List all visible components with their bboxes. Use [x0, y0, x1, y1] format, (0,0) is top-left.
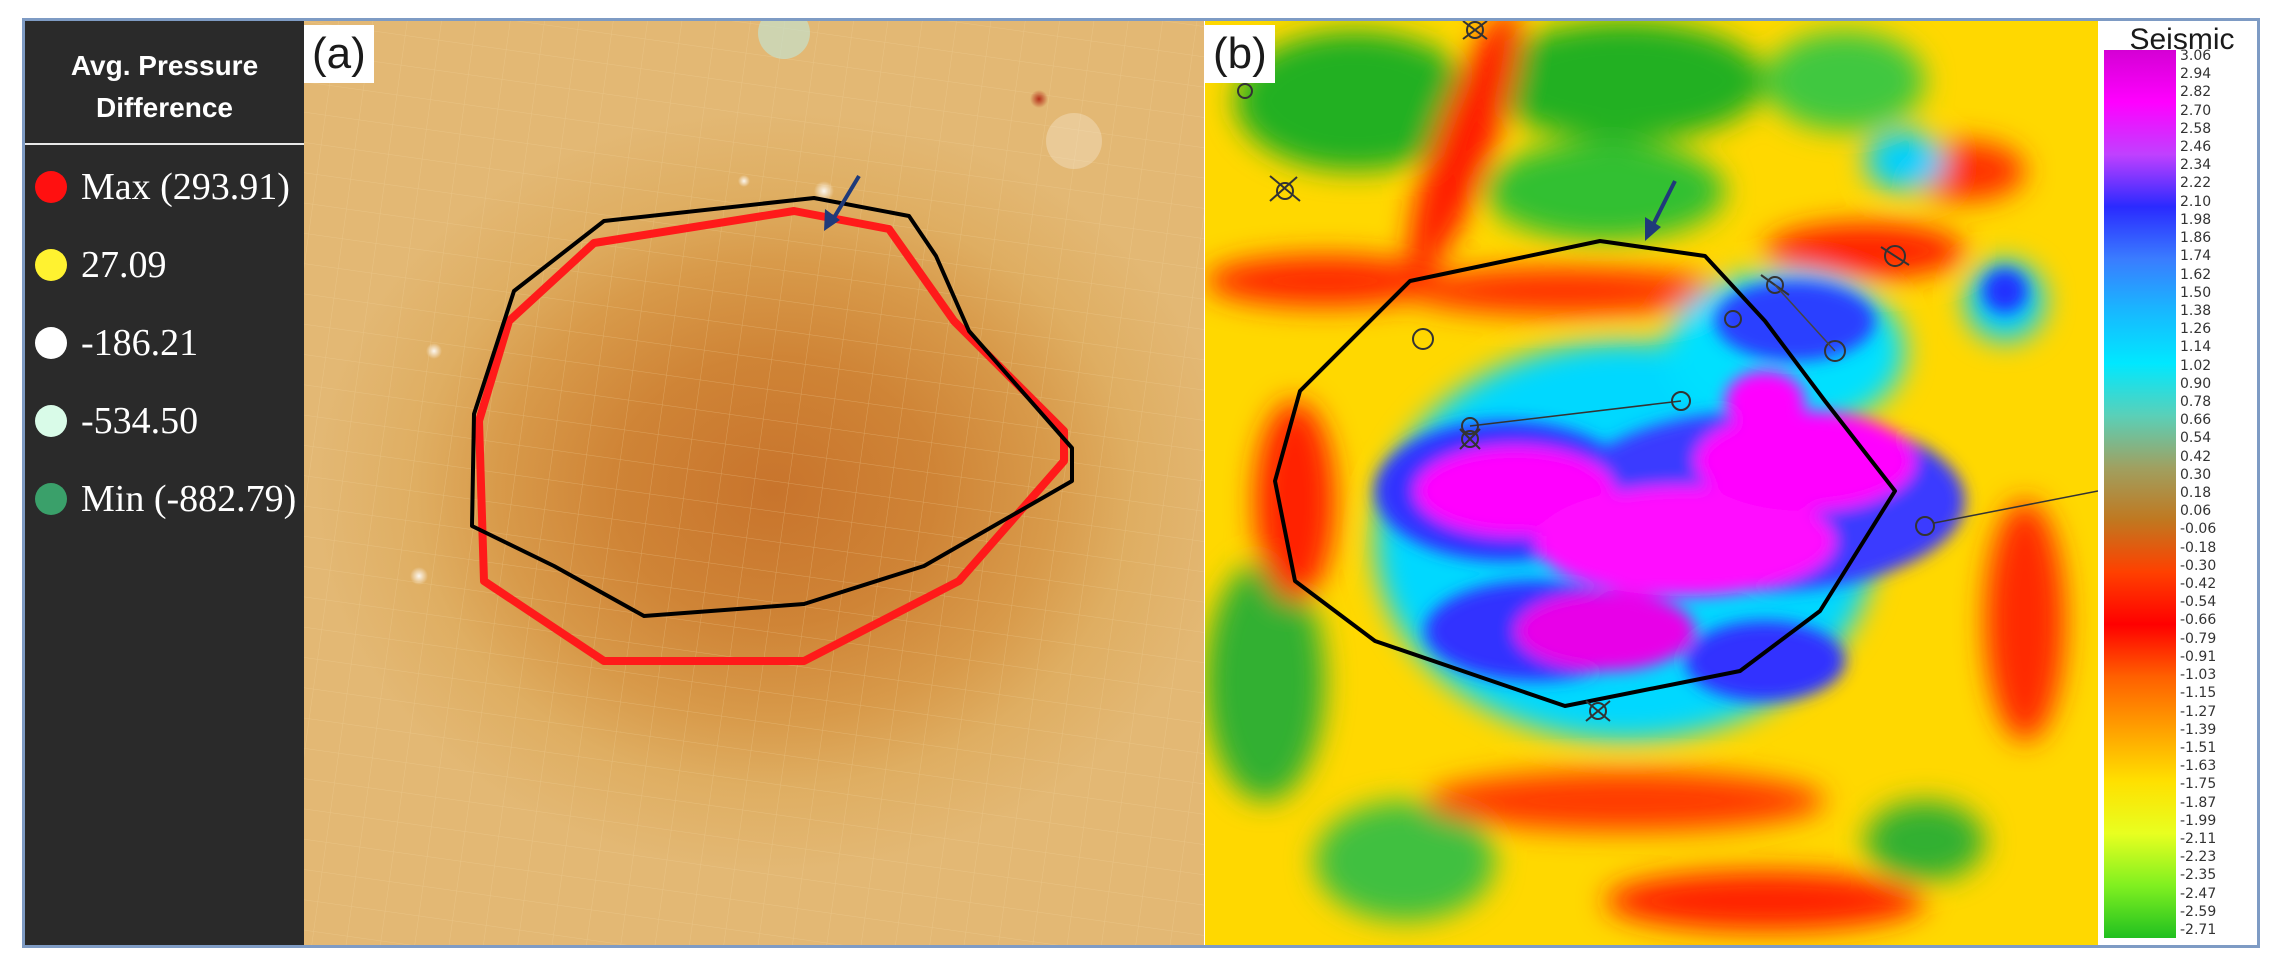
arrow-icon	[1645, 180, 1677, 241]
legend-swatch	[35, 171, 67, 203]
colorbar-tick: -0.79	[2180, 630, 2217, 647]
colorbar-tick: 1.98	[2180, 211, 2212, 228]
colorbar-tick: 2.10	[2180, 193, 2212, 210]
colorbar-tick: -0.06	[2180, 521, 2217, 538]
legend-item-4: -534.50	[25, 391, 304, 451]
legend-label: 27.09	[81, 244, 167, 286]
legend-swatch	[35, 405, 67, 437]
colorbar-tick: -2.11	[2180, 830, 2217, 847]
colorbar-tick: 2.46	[2180, 139, 2212, 156]
colorbar-tick: 2.94	[2180, 66, 2212, 83]
colorbar-tick: -0.91	[2180, 648, 2217, 665]
colorbar-tick: 0.06	[2180, 503, 2212, 520]
legend-item-min: Min (-882.79)	[25, 469, 304, 529]
legend-label: Max (293.91)	[81, 166, 290, 208]
colorbar-tick: 1.74	[2180, 248, 2212, 265]
legend-swatch	[35, 483, 67, 515]
colorbar-tick: 1.26	[2180, 321, 2212, 338]
colorbar-tick: -0.42	[2180, 576, 2217, 593]
colorbar-tick: -2.59	[2180, 903, 2217, 920]
colorbar-tick: 2.82	[2180, 84, 2212, 101]
colorbar-tick: 0.90	[2180, 375, 2212, 392]
colorbar-tick: -1.99	[2180, 812, 2217, 829]
legend-title-line2: Difference	[96, 92, 233, 123]
colorbar-tick: 0.54	[2180, 430, 2212, 447]
colorbar-tick: 1.50	[2180, 284, 2212, 301]
colorbar-tick: 1.14	[2180, 339, 2212, 356]
colorbar-tick: 0.30	[2180, 466, 2212, 483]
colorbar-tick: 0.42	[2180, 448, 2212, 465]
colorbar-tick: 2.58	[2180, 120, 2212, 137]
legend-label: -534.50	[81, 400, 199, 442]
legend-swatch	[35, 327, 67, 359]
colorbar-tick: -0.54	[2180, 594, 2217, 611]
colorbar-tick: 0.18	[2180, 485, 2212, 501]
legend-label: -186.21	[81, 322, 199, 364]
colorbar-tick: -1.63	[2180, 758, 2217, 775]
legend-item-2: 27.09	[25, 235, 304, 295]
colorbar-tick: 1.62	[2180, 266, 2212, 283]
colorbar-tick: 2.22	[2180, 175, 2212, 192]
colorbar-tick: 2.70	[2180, 102, 2212, 119]
colorbar-tick: 0.66	[2180, 412, 2212, 429]
legend-title: Avg. Pressure Difference	[25, 33, 304, 145]
colorbar-tick: -1.39	[2180, 721, 2217, 738]
colorbar-tick: -2.23	[2180, 849, 2217, 866]
colorbar-tick: -0.66	[2180, 612, 2217, 629]
colorbar-tick: -0.18	[2180, 539, 2217, 556]
colorbar-tick: 2.34	[2180, 157, 2212, 174]
panel-b-seismic-map: (b)	[1205, 21, 2098, 945]
pressure-map-graphic	[304, 21, 1204, 945]
colorbar-tick: -1.75	[2180, 776, 2217, 793]
colorbar-tick: 1.86	[2180, 230, 2212, 247]
panel-b-label: (b)	[1205, 25, 1275, 83]
panel-a-pressure-map: (a)	[304, 21, 1204, 945]
legend-label: Min (-882.79)	[81, 478, 297, 520]
colorbar-tick: -1.27	[2180, 703, 2217, 720]
colorbar-tick: -1.03	[2180, 667, 2217, 684]
colorbar-tick: -1.51	[2180, 739, 2217, 756]
colorbar-tick: -0.30	[2180, 557, 2217, 574]
legend-item-max: Max (293.91)	[25, 157, 304, 217]
colorbar-tick: -1.87	[2180, 794, 2217, 811]
legend-item-3: -186.21	[25, 313, 304, 373]
legend-title-line1: Avg. Pressure	[70, 50, 259, 81]
arrow-icon	[824, 174, 861, 231]
colorbar-tick: -2.35	[2180, 867, 2217, 884]
colorbar	[2104, 50, 2176, 938]
colorbar-tick: -2.71	[2180, 922, 2217, 938]
panel-a-label: (a)	[304, 25, 374, 83]
colorbar-tick: 0.78	[2180, 393, 2212, 410]
colorbar-tick: -2.47	[2180, 885, 2217, 902]
colorbar-tick: 1.38	[2180, 302, 2212, 319]
legend-panel: Avg. Pressure Difference Max (293.91) 27…	[25, 21, 304, 945]
legend-swatch	[35, 249, 67, 281]
colorbar-tick-labels: 3.06 2.94 2.82 2.70 2.58 2.46 2.34 2.22 2.10 1.98…	[2180, 48, 2260, 938]
colorbar-tick: 3.06	[2180, 48, 2212, 64]
colorbar-tick: -1.15	[2180, 685, 2217, 702]
seismic-map-graphic	[1205, 21, 2098, 945]
colorbar-tick: 1.02	[2180, 357, 2212, 374]
